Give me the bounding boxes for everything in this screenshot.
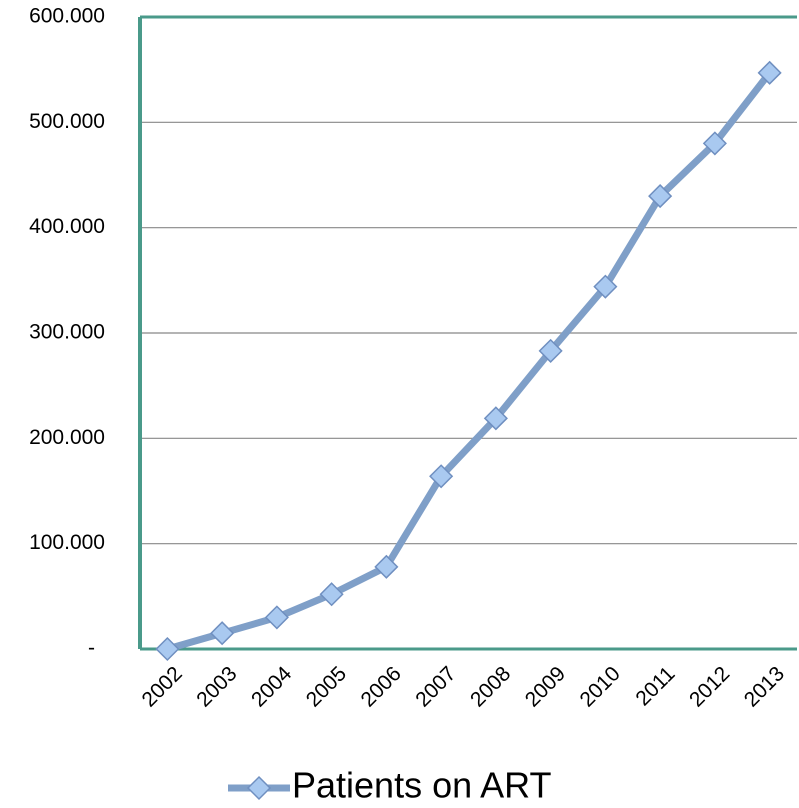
data-marker	[648, 184, 673, 209]
x-tick-label: 2012	[685, 662, 734, 711]
data-marker	[155, 636, 180, 662]
data-marker	[702, 131, 727, 156]
x-tick-label: 2013	[740, 662, 789, 711]
series-line	[166, 70, 773, 653]
legend-label: Patients on ART	[292, 765, 552, 806]
y-tick-label: -	[88, 637, 95, 660]
y-tick-label: 500.000	[29, 110, 105, 133]
y-tick-label: 600.000	[29, 5, 105, 28]
data-marker	[429, 464, 454, 489]
x-tick-label: 2010	[576, 662, 625, 711]
data-marker	[319, 582, 344, 607]
x-tick-label: 2007	[411, 662, 460, 711]
data-marker	[593, 274, 618, 299]
x-tick-label: 2006	[357, 662, 406, 711]
data-marker	[210, 621, 235, 646]
y-tick-label: 100.000	[29, 531, 105, 554]
x-tick-label: 2011	[631, 662, 679, 710]
x-tick-label: 2008	[466, 662, 515, 711]
x-tick-label: 2009	[521, 662, 570, 711]
x-tick-label: 2004	[247, 662, 297, 712]
legend-marker	[246, 775, 272, 801]
x-tick-label: 2003	[192, 662, 241, 711]
y-tick-label: 300.000	[29, 321, 105, 344]
data-marker	[374, 554, 399, 579]
y-tick-label: 400.000	[29, 215, 105, 238]
y-tick-label: 200.000	[29, 426, 105, 449]
data-marker	[483, 406, 508, 431]
data-marker	[538, 338, 563, 363]
x-tick-label: 2005	[302, 662, 351, 711]
data-marker	[264, 605, 289, 630]
data-marker	[757, 60, 782, 85]
x-tick-label: 2002	[138, 662, 187, 711]
